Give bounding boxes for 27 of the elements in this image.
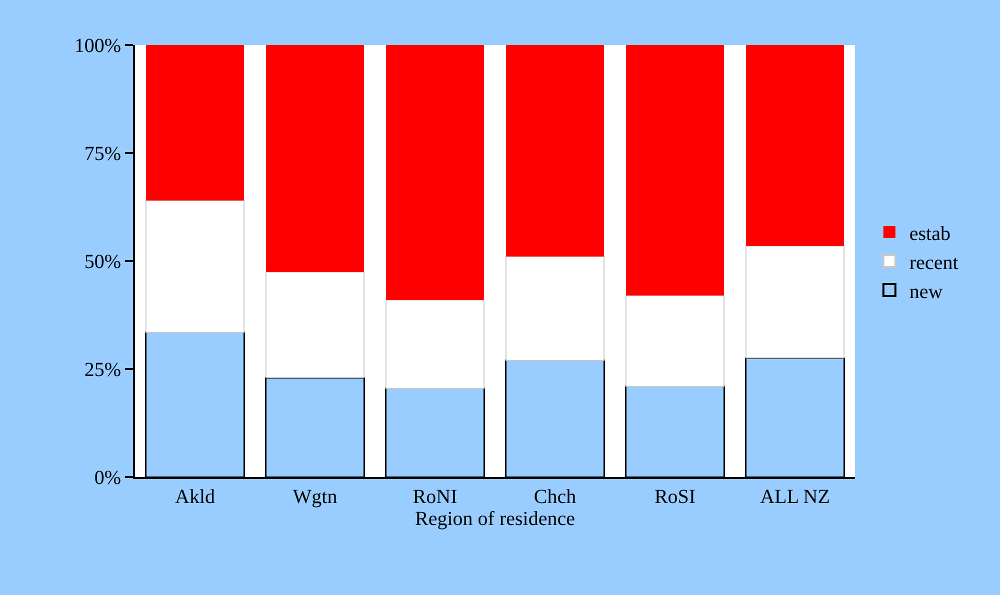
legend-label: new: [909, 280, 944, 303]
x-axis-title: Region of residence: [415, 508, 576, 530]
bar: [146, 45, 244, 201]
x-tick-label: RoNI: [412, 486, 458, 508]
x-tick-label: RoSI: [654, 486, 696, 508]
y-tick-label: 100%: [74, 35, 121, 57]
x-tick-label: Chch: [534, 486, 576, 508]
bar: [626, 45, 724, 296]
y-tick-label: 0%: [94, 467, 121, 489]
bar: [625, 295, 725, 387]
bar: [265, 271, 365, 378]
x-tick-label: Akld: [175, 486, 215, 508]
bar: [745, 245, 845, 359]
legend-label: recent: [909, 252, 959, 274]
bar: [386, 45, 484, 300]
x-tick-label: Wgtn: [292, 486, 338, 508]
bar: [145, 200, 245, 333]
legend-label: estab: [909, 222, 950, 245]
bar: [505, 256, 605, 361]
y-tick-label: 50%: [84, 251, 121, 273]
bar: [746, 45, 844, 246]
y-tick-label: 25%: [84, 359, 121, 381]
y-tick-label: 75%: [84, 143, 121, 165]
bar: [385, 299, 485, 389]
bar: [266, 45, 364, 272]
x-tick-label: ALL NZ: [760, 486, 830, 508]
bar: [506, 45, 604, 257]
